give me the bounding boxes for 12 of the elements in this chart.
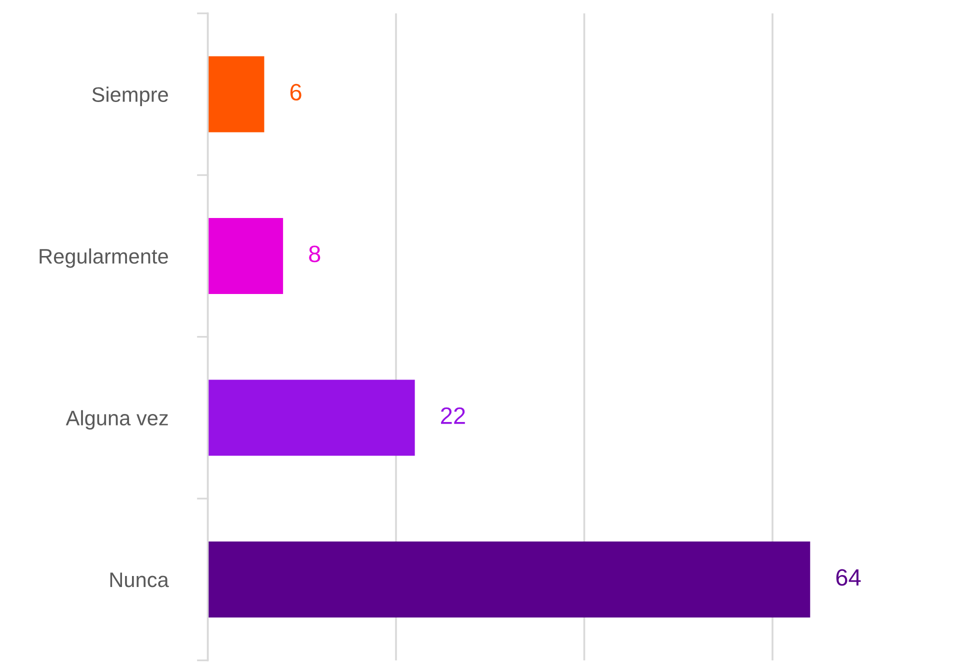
bar xyxy=(208,541,810,618)
bar xyxy=(208,56,264,132)
y-tick-label: Siempre xyxy=(92,86,168,106)
bar xyxy=(208,218,284,294)
data-label: 8 xyxy=(309,246,320,262)
y-tick-label: Alguna vez xyxy=(66,410,168,430)
y-tick-label: Regularmente xyxy=(40,248,168,268)
data-label: 22 xyxy=(441,407,465,424)
y-tick-label: Nunca xyxy=(110,572,169,588)
data-label: 64 xyxy=(836,569,861,586)
data-label: 6 xyxy=(290,84,302,101)
bar xyxy=(208,380,415,456)
